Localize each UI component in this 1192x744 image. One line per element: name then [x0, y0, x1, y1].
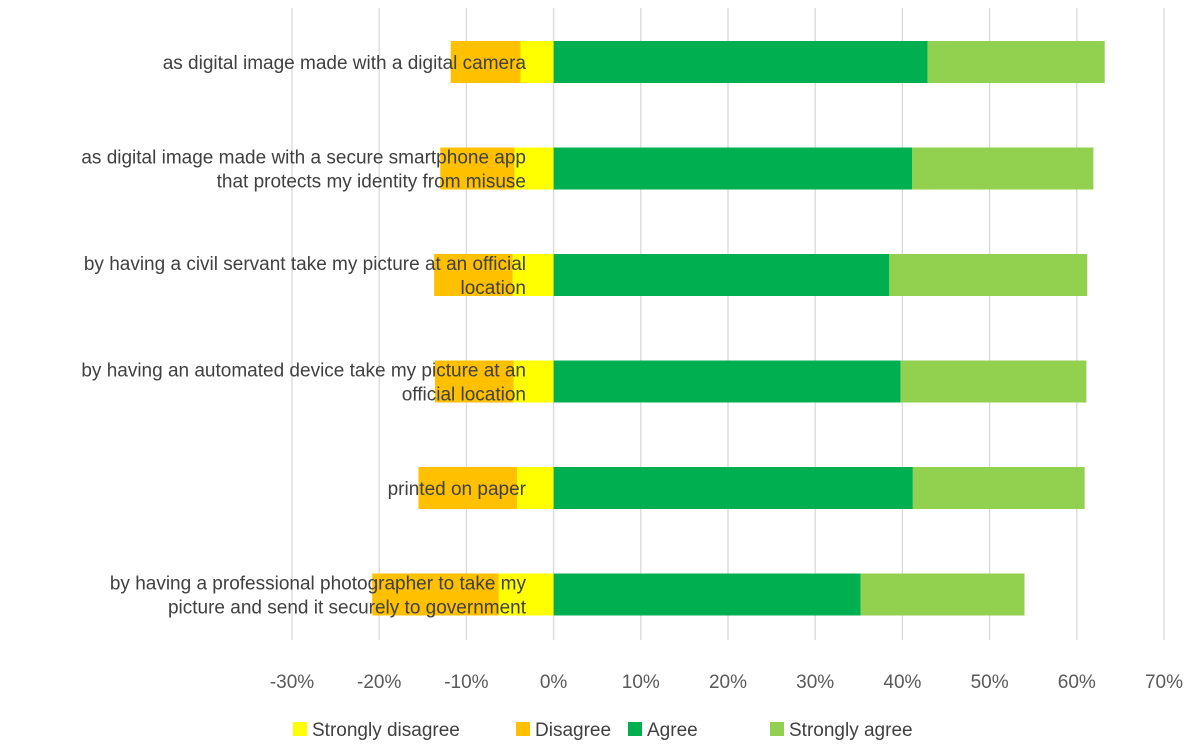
legend: Strongly disagree Disagree Agree Strongly a…	[293, 720, 913, 741]
bar-segment	[553, 41, 928, 83]
x-tick-label: 50%	[971, 672, 1009, 693]
category-label: as digital image made with a secure smar…	[81, 148, 526, 169]
legend-label: Disagree	[535, 720, 611, 741]
bar-segment	[516, 467, 554, 509]
bar-segment	[900, 360, 1087, 403]
x-tick-label: -10%	[444, 672, 488, 693]
category-label: by having a professional photographer to…	[110, 574, 527, 595]
legend-swatch	[516, 722, 530, 736]
bar-segment	[911, 147, 1094, 190]
x-tick-label: -20%	[357, 672, 401, 693]
x-tick-label: -30%	[270, 672, 314, 693]
bar-segment	[927, 41, 1105, 83]
category-label: official location	[402, 385, 526, 406]
bar-segment	[860, 573, 1025, 616]
legend-swatch	[293, 722, 307, 736]
bar-segment	[553, 254, 890, 296]
category-label: by having a civil servant take my pictur…	[84, 254, 526, 275]
x-axis-tick-labels: -30% -20% -10% 0% 10% 20% 30% 40% 50% 60% 70%	[270, 672, 1183, 693]
bar-segment	[912, 467, 1085, 509]
bar-segment	[513, 360, 554, 403]
category-label: printed on paper	[388, 479, 527, 500]
bar-segment	[520, 41, 554, 83]
category-label: picture and send it securely to governme…	[168, 598, 527, 619]
legend-label: Strongly agree	[789, 720, 913, 741]
category-labels: as digital image made with a digital cam…	[81, 53, 526, 619]
bar-segment	[889, 254, 1088, 296]
category-label: by having an automated device take my pi…	[81, 361, 526, 382]
bar-segment	[553, 147, 912, 190]
bar-segment	[440, 147, 515, 190]
category-label: location	[461, 278, 527, 299]
x-tick-label: 40%	[883, 672, 921, 693]
x-tick-label: 70%	[1145, 672, 1183, 693]
bar-segment	[514, 147, 554, 190]
category-label: that protects my identity from misuse	[217, 172, 526, 193]
bar-segment	[553, 467, 913, 509]
bar-segment	[450, 41, 521, 83]
x-tick-label: 0%	[540, 672, 568, 693]
bar-segment	[512, 254, 554, 296]
gridlines	[291, 8, 1165, 640]
x-tick-label: 10%	[622, 672, 660, 693]
category-label: as digital image made with a digital cam…	[163, 53, 527, 74]
bar-segment	[553, 360, 901, 403]
legend-label: Agree	[647, 720, 698, 741]
x-tick-label: 20%	[709, 672, 747, 693]
legend-label: Strongly disagree	[312, 720, 460, 741]
bar-segment	[434, 254, 513, 296]
bar-segment	[553, 573, 861, 616]
bar-segment	[372, 573, 499, 616]
bars	[372, 41, 1105, 616]
x-tick-label: 30%	[796, 672, 834, 693]
bar-segment	[435, 360, 514, 403]
legend-swatch	[628, 722, 642, 736]
bar-segment	[418, 467, 517, 509]
bar-segment	[498, 573, 554, 616]
x-tick-label: 60%	[1058, 672, 1096, 693]
legend-swatch	[770, 722, 784, 736]
